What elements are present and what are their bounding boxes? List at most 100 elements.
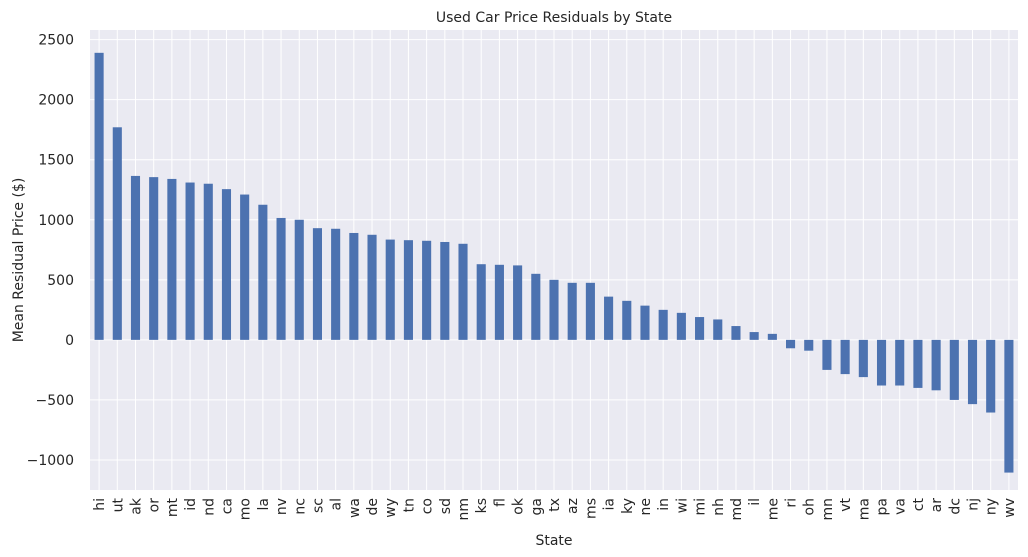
x-tick-label: pa: [875, 498, 891, 515]
x-tick-label: tn: [401, 498, 417, 512]
x-tick-label: ar: [929, 498, 945, 513]
y-tick-label: 500: [47, 273, 74, 289]
x-axis-label: State: [535, 533, 572, 549]
y-tick-label: 1500: [38, 153, 74, 169]
bar-il: [749, 332, 759, 340]
bar-ri: [786, 339, 796, 349]
x-tick-label: ny: [984, 498, 1000, 515]
bar-tn: [403, 240, 413, 340]
bar-nm: [458, 243, 468, 340]
bar-me: [767, 333, 777, 340]
y-tick-label: 1000: [38, 213, 74, 229]
bar-ne: [640, 305, 650, 340]
x-tick-label: ma: [856, 498, 872, 520]
bar-in: [658, 309, 668, 340]
bar-ut: [112, 127, 122, 340]
bar-pa: [876, 339, 887, 386]
x-tick-label: sc: [310, 498, 326, 513]
bar-ma: [858, 339, 868, 378]
x-tick-label: wi: [674, 498, 690, 513]
x-tick-label: in: [656, 498, 672, 511]
bar-az: [567, 282, 577, 340]
bar-fl: [494, 264, 504, 340]
y-tick-label: −1000: [27, 453, 74, 469]
y-tick-label: 2000: [38, 93, 74, 109]
bar-mn: [822, 339, 832, 370]
x-tick-label: ga: [529, 498, 545, 515]
x-tick-label: dc: [947, 498, 963, 515]
chart-title: Used Car Price Residuals by State: [436, 10, 672, 26]
x-tick-label: ut: [110, 498, 126, 513]
x-tick-label: de: [365, 498, 381, 516]
x-tick-label: ca: [219, 498, 235, 514]
bar-ga: [531, 273, 541, 340]
bar-tx: [549, 279, 559, 340]
x-tick-label: ky: [620, 498, 636, 514]
x-tick-label: oh: [802, 498, 818, 515]
bar-ca: [221, 189, 232, 340]
x-tick-label: nh: [711, 498, 727, 516]
x-tick-label: md: [729, 498, 745, 521]
bar-wi: [676, 312, 686, 340]
y-tick-labels: −1000 −500 0 500 1000 1500 2000 2500: [27, 33, 74, 469]
bar-ms: [585, 282, 595, 340]
bar-ok: [513, 265, 523, 340]
bar-or: [149, 177, 159, 340]
bar-wa: [349, 232, 359, 340]
bar-hi: [94, 52, 104, 340]
x-tick-label: sd: [438, 498, 454, 514]
bar-sd: [440, 241, 450, 340]
x-tick-label: tx: [547, 498, 563, 512]
x-tick-label: mt: [165, 498, 181, 518]
bar-id: [185, 182, 195, 340]
bar-oh: [804, 339, 814, 351]
bar-ak: [130, 175, 141, 340]
bar-la: [258, 204, 268, 340]
bar-nv: [276, 217, 286, 340]
x-tick-labels: hi ut ak or mt id nd ca mo la nv nc sc al wa de wy tn co sd…: [92, 497, 1018, 520]
x-tick-label: mo: [238, 498, 254, 520]
x-tick-label: fl: [492, 498, 508, 507]
x-tick-label: ks: [474, 498, 490, 513]
x-tick-label: mn: [820, 498, 836, 521]
y-axis-label: Mean Residual Price ($): [11, 178, 27, 343]
x-tick-label: nc: [292, 498, 308, 515]
bars: [94, 52, 1014, 473]
x-tick-label: or: [147, 498, 163, 513]
x-tick-label: nj: [966, 498, 982, 511]
x-tick-label: nm: [456, 498, 472, 521]
bar-nj: [967, 339, 978, 405]
x-tick-label: mi: [693, 498, 709, 516]
bar-wv: [1004, 339, 1014, 473]
bar-mt: [167, 178, 177, 340]
x-tick-label: il: [747, 498, 763, 506]
x-tick-label: ak: [128, 497, 144, 515]
bar-mo: [240, 194, 250, 340]
x-tick-label: ne: [638, 498, 654, 516]
bar-nd: [203, 183, 213, 340]
bar-ct: [913, 339, 923, 388]
y-tick-label: −500: [36, 393, 74, 409]
x-tick-label: az: [565, 498, 581, 514]
bar-ny: [986, 339, 996, 413]
bar-de: [367, 234, 377, 340]
bar-nh: [713, 319, 723, 340]
bar-al: [331, 228, 341, 340]
bar-ia: [604, 296, 614, 340]
bar-ky: [622, 300, 632, 340]
y-tick-label: 0: [65, 333, 74, 349]
x-tick-label: me: [765, 498, 781, 520]
x-tick-label: wa: [347, 498, 363, 518]
x-tick-label: wy: [383, 498, 399, 518]
bar-nc: [294, 219, 304, 340]
x-tick-label: ia: [602, 498, 618, 510]
bar-ar: [931, 339, 941, 391]
bar-md: [731, 326, 741, 340]
bar-va: [895, 339, 905, 386]
bar-vt: [840, 339, 850, 375]
x-tick-label: vt: [838, 497, 854, 511]
bar-co: [422, 240, 432, 340]
x-tick-label: al: [329, 498, 345, 510]
x-tick-label: hi: [92, 498, 108, 511]
